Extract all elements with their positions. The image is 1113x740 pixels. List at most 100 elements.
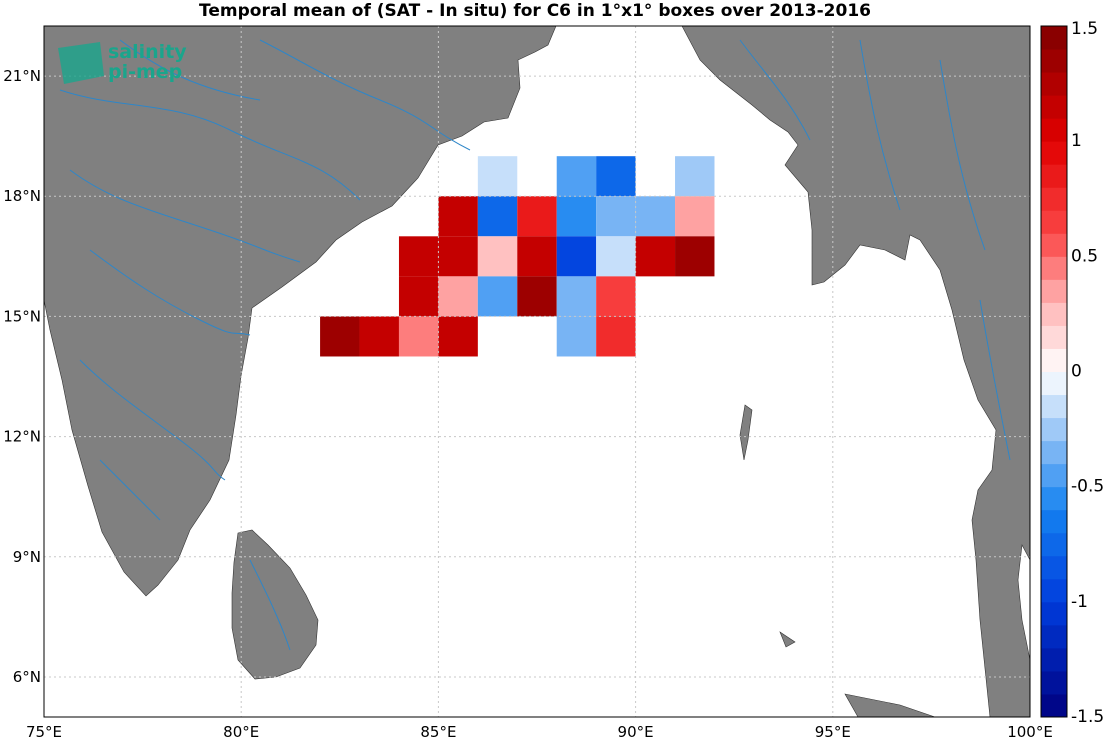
india-landmass: [44, 26, 557, 597]
nicobar-island: [779, 631, 796, 648]
heatmap-cell-20: [438, 276, 478, 317]
colorbar-tick-label-1: -1: [1071, 592, 1088, 612]
heatmap-cell-17: [635, 236, 676, 277]
x-tick-label-3: 90°E: [618, 723, 654, 740]
heatmap-cell-3: [675, 156, 715, 197]
heatmap-cell-0: [477, 156, 518, 197]
heatmap-cell-8: [596, 196, 636, 237]
colorbar-tick-label-3: 0: [1071, 362, 1082, 382]
andaman-island: [739, 404, 753, 461]
y-tick-label-0: 6°N: [13, 668, 41, 686]
colorbar-segment-1: [1041, 670, 1067, 695]
colorbar-segment-23: [1041, 164, 1067, 188]
land-masses: [44, 26, 1030, 717]
colorbar-segment-14: [1041, 371, 1067, 396]
heatmap-cell-12: [438, 236, 478, 277]
colorbar-frame: [1040, 25, 1068, 718]
logo-line2: pi-mep: [108, 61, 182, 83]
colorbar-segment-18: [1041, 279, 1067, 303]
logo-icon: [58, 42, 104, 84]
x-tick-label-5: 100°E: [1007, 723, 1053, 740]
heatmap-cell-29: [556, 316, 597, 357]
sumatra-landmass: [844, 693, 936, 717]
colorbar-tick-label-5: 1: [1071, 131, 1082, 151]
heatmap-cell-11: [398, 236, 439, 277]
colorbar-tick-label-2: -0.5: [1071, 477, 1104, 497]
colorbar-segment-13: [1041, 394, 1067, 419]
y-tick-label-3: 15°N: [3, 307, 41, 325]
heatmap-cell-13: [477, 236, 518, 277]
heatmap-cell-1: [556, 156, 597, 197]
x-tick-label-4: 95°E: [815, 723, 851, 740]
colorbar-segment-15: [1041, 348, 1067, 372]
colorbar-segment-11: [1041, 440, 1067, 465]
heatmap-cell-22: [517, 276, 557, 317]
y-axis-ticks: 6°N 9°N 12°N 15°N 18°N 21°N: [3, 67, 41, 686]
heatmap-cell-26: [359, 316, 399, 357]
heatmap-cell-28: [438, 316, 478, 357]
colorbar-segment-22: [1041, 187, 1067, 211]
heatmap-cell-18: [675, 236, 715, 277]
colorbar-segment-19: [1041, 256, 1067, 280]
bangladesh-myanmar-landmass: [681, 26, 1030, 717]
colorbar-segment-9: [1041, 486, 1067, 511]
heatmap-cell-16: [596, 236, 636, 277]
heatmap-cell-5: [477, 196, 518, 237]
colorbar-segment-16: [1041, 325, 1067, 349]
heatmap-cell-6: [517, 196, 557, 237]
y-tick-label-4: 18°N: [3, 187, 41, 205]
colorbar-segment-21: [1041, 210, 1067, 234]
heatmap-cell-9: [635, 196, 676, 237]
colorbar-tick-label-4: 0.5: [1071, 246, 1098, 266]
heatmap-cell-10: [675, 196, 715, 237]
y-tick-label-2: 12°N: [3, 428, 41, 446]
colorbar-segment-27: [1041, 72, 1067, 96]
graticule: [44, 26, 1030, 717]
colorbar: [1040, 25, 1068, 718]
x-tick-label-1: 80°E: [223, 723, 259, 740]
colorbar-segment-2: [1041, 647, 1067, 672]
heatmap-cells: [320, 156, 715, 740]
colorbar-segment-28: [1041, 49, 1067, 73]
heatmap-cell-23: [556, 276, 597, 317]
colorbar-segment-7: [1041, 532, 1067, 557]
heatmap-cell-25: [320, 316, 360, 357]
colorbar-segment-5: [1041, 578, 1067, 603]
y-tick-label-1: 9°N: [13, 548, 41, 566]
colorbar-segment-26: [1041, 95, 1067, 119]
heatmap-cell-21: [477, 276, 518, 317]
colorbar-segment-6: [1041, 555, 1067, 580]
plot-frame: [43, 25, 1031, 718]
colorbar-segment-25: [1041, 118, 1067, 142]
colorbar-segment-29: [1041, 26, 1067, 50]
heatmap-cell-24: [596, 276, 636, 317]
salinity-pi-mep-logo: salinity pi-mep: [58, 41, 187, 84]
x-tick-label-2: 85°E: [420, 723, 456, 740]
heatmap-cell-4: [438, 196, 478, 237]
heatmap-cell-30: [596, 316, 636, 357]
heatmap-cell-7: [556, 196, 597, 237]
colorbar-segment-24: [1041, 141, 1067, 165]
heatmap-cell-32: [557, 717, 596, 740]
chart-title: Temporal mean of (SAT - In situ) for C6 …: [199, 1, 871, 21]
x-tick-label-0: 75°E: [26, 723, 62, 740]
colorbar-segment-0: [1041, 693, 1067, 718]
y-tick-label-5: 21°N: [3, 67, 41, 85]
heatmap-cell-14: [517, 236, 557, 277]
colorbar-segment-17: [1041, 302, 1067, 326]
heatmap-cell-2: [596, 156, 636, 197]
colorbar-segment-12: [1041, 417, 1067, 442]
heatmap-cell-15: [556, 236, 597, 277]
colorbar-segment-20: [1041, 233, 1067, 257]
colorbar-tick-label-0: -1.5: [1071, 707, 1104, 727]
heatmap-cell-27: [398, 316, 439, 357]
heatmap-cell-19: [398, 276, 439, 317]
colorbar-ticks: -1.5 -1 -0.5 0 0.5 1 1.5: [1071, 19, 1104, 727]
logo-line1: salinity: [108, 41, 187, 63]
colorbar-segment-8: [1041, 509, 1067, 534]
x-axis-ticks: 75°E 80°E 85°E 90°E 95°E 100°E: [26, 723, 1053, 740]
colorbar-tick-label-6: 1.5: [1071, 19, 1098, 39]
colorbar-segment-10: [1041, 463, 1067, 488]
colorbar-segment-3: [1041, 624, 1067, 649]
